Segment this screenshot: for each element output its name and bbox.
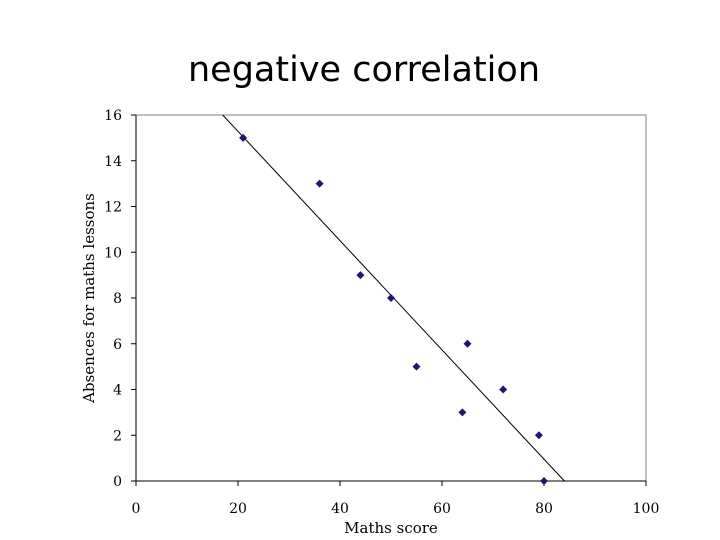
data-point	[387, 294, 395, 302]
data-point	[239, 133, 248, 142]
data-point	[458, 408, 467, 417]
y-tick-label: 4	[113, 383, 122, 399]
y-tick-label: 6	[113, 337, 122, 353]
y-axis-label: Absences for maths lessons	[80, 193, 98, 404]
data-point	[412, 362, 421, 371]
data-point	[540, 477, 548, 485]
y-tick-label: 16	[104, 108, 122, 124]
slide-title: negative correlation	[188, 50, 540, 90]
data-point	[463, 339, 472, 348]
y-tick-label: 10	[104, 245, 122, 261]
y-tick-label: 12	[104, 200, 122, 216]
data-point	[356, 271, 365, 280]
points-layer	[239, 133, 548, 485]
y-tick-label: 2	[113, 428, 122, 444]
x-axis-label: Maths score	[344, 519, 438, 537]
y-tick-label: 0	[113, 474, 122, 490]
x-tick-label: 100	[633, 501, 660, 517]
x-tick-label: 80	[535, 501, 553, 517]
ticks-layer: 0 20 40 60 80 100 0 2 4 6 8 10 12 14 16	[104, 108, 659, 517]
data-point	[534, 431, 543, 440]
x-tick-label: 20	[229, 501, 247, 517]
data-point	[499, 385, 508, 394]
data-point	[315, 179, 324, 188]
x-tick-label: 0	[132, 501, 141, 517]
y-tick-label: 14	[104, 154, 122, 170]
x-tick-label: 40	[331, 501, 349, 517]
y-tick-label: 8	[113, 291, 122, 307]
x-tick-label: 60	[433, 501, 451, 517]
